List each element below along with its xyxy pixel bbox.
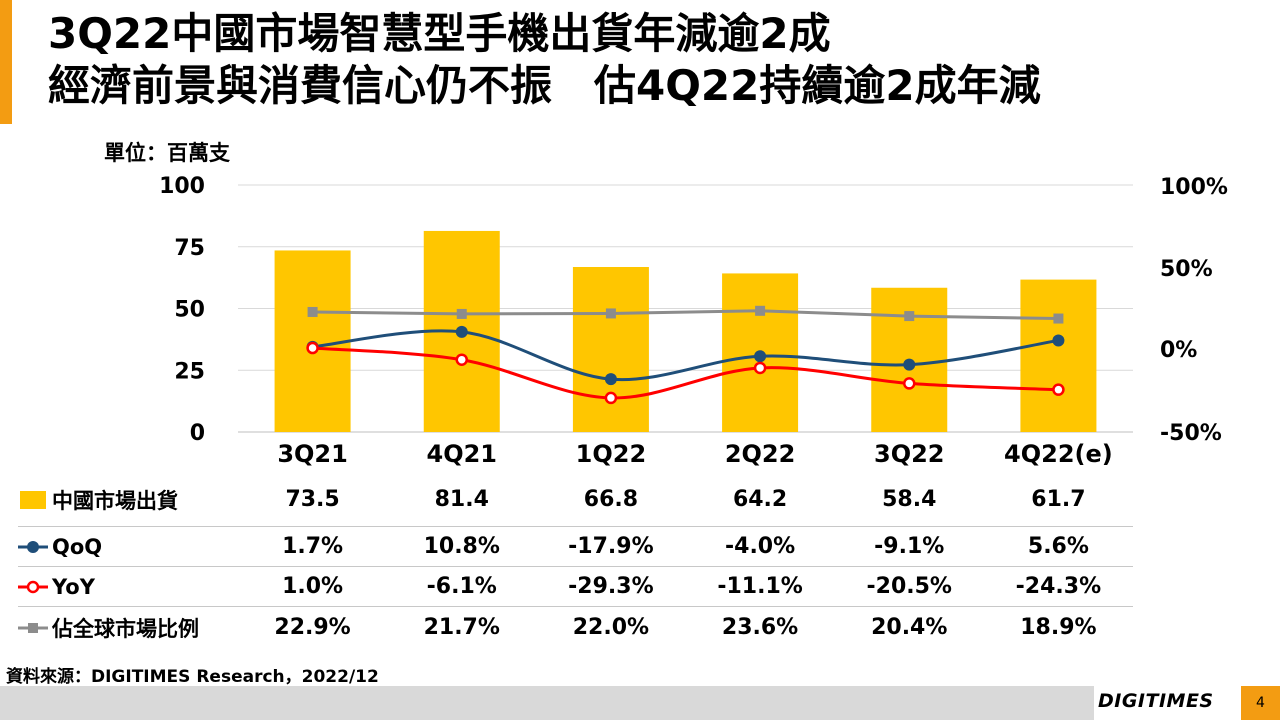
- page-number: 4: [1241, 686, 1280, 720]
- share-marker: [605, 308, 616, 319]
- qoq-marker: [604, 373, 617, 386]
- legend-qoq: QoQ: [18, 527, 102, 567]
- qoq-marker: [455, 325, 468, 338]
- table-cell-bar: 73.5: [285, 487, 340, 512]
- y-left-tick-label: 25: [174, 359, 205, 384]
- yoy-marker: [455, 353, 468, 366]
- share-marker: [1053, 313, 1064, 324]
- share-marker: [904, 311, 915, 322]
- table-cell-bar: 64.2: [732, 487, 788, 512]
- bar: [572, 267, 649, 432]
- qoq-marker: [903, 358, 916, 371]
- share-legend-icon: [18, 623, 48, 633]
- table-cell-yoy: -24.3%: [1015, 574, 1102, 599]
- table-cell-bar: 61.7: [1031, 487, 1086, 512]
- yoy-marker: [753, 361, 767, 375]
- table-cell-yoy: -29.3%: [568, 574, 654, 599]
- legend-label: YoY: [52, 575, 95, 599]
- qoq-marker: [1052, 334, 1065, 347]
- table-cell-share: 20.4%: [871, 615, 948, 640]
- table-row-divider: [18, 526, 1133, 527]
- yoy-marker: [306, 341, 319, 355]
- legend-label: 中國市場出貨: [52, 489, 178, 513]
- table-cell-qoq: -9.1%: [874, 534, 945, 559]
- table-cell-share: 18.9%: [1020, 615, 1097, 640]
- table-cell-share: 23.6%: [721, 615, 799, 640]
- table-cell-qoq: -4.0%: [725, 534, 796, 559]
- table-cell-share: 21.7%: [423, 615, 500, 640]
- qoq-marker: [754, 350, 767, 363]
- y-right-tick-label: 100%: [1160, 175, 1228, 200]
- legend-bar: 中國市場出貨: [18, 480, 178, 520]
- table-cell-share: 22.0%: [572, 615, 650, 640]
- legend-label: QoQ: [52, 535, 103, 559]
- table-cell-bar: 58.4: [882, 487, 937, 512]
- x-tick-label: 2Q22: [725, 440, 796, 468]
- x-tick-label: 4Q22(e): [1004, 440, 1113, 468]
- share-marker: [456, 308, 467, 319]
- x-tick-label: 3Q21: [277, 440, 348, 468]
- footer-bar: [0, 686, 1094, 720]
- slide-title: 3Q22中國市場智慧型手機出貨年減逾2成 經濟前景與消費信心仍不振 估4Q22持…: [48, 8, 1041, 112]
- table-cell-qoq: 10.8%: [423, 534, 500, 559]
- yoy-line: [312, 346, 1059, 400]
- title-line-2: 經濟前景與消費信心仍不振 估4Q22持續逾2成年減: [48, 61, 1041, 110]
- legend-label: 佔全球市場比例: [52, 617, 199, 641]
- table-cell-bar: 81.4: [434, 487, 489, 512]
- table-cell-yoy: -20.5%: [866, 574, 952, 599]
- legend-yoy: YoY: [18, 567, 95, 607]
- table-cell-yoy: -6.1%: [426, 574, 497, 599]
- title-line-1: 3Q22中國市場智慧型手機出貨年減逾2成: [48, 9, 831, 58]
- share-line: [312, 309, 1059, 321]
- qoq-line: [312, 329, 1059, 382]
- x-tick-label: 4Q21: [427, 440, 498, 468]
- x-tick-label: 3Q22: [874, 440, 945, 468]
- y-left-tick-label: 50: [174, 298, 205, 323]
- table-cell-bar: 66.8: [583, 487, 639, 512]
- combo-chart: 100 75 50 25 0 100% 50% 0% -50% 3Q21 4Q21 1Q22 2Q22 3…: [159, 174, 1228, 468]
- bar: [1020, 279, 1097, 432]
- yoy-marker: [1052, 383, 1065, 396]
- bar-legend-icon: [20, 491, 46, 509]
- y-right-tick-label: 0%: [1160, 338, 1197, 363]
- yoy-legend-icon: [18, 580, 48, 594]
- table-cell-qoq: 5.6%: [1027, 534, 1089, 559]
- unit-label: 單位：百萬支: [104, 141, 230, 165]
- legend-share: 佔全球市場比例: [18, 608, 199, 648]
- table-cell-yoy: -11.1%: [717, 574, 803, 599]
- y-right-tick-label: 50%: [1160, 257, 1213, 282]
- share-marker: [755, 305, 766, 316]
- y-left-tick-label: 75: [174, 236, 205, 261]
- y-right-tick-label: -50%: [1160, 421, 1222, 446]
- accent-bar: [0, 0, 12, 124]
- table-cell-share: 22.9%: [274, 615, 351, 640]
- qoq-legend-icon: [18, 541, 48, 553]
- y-left-tick-label: 100: [159, 174, 205, 199]
- table-cell-yoy: 1.0%: [282, 574, 344, 599]
- table-cell-qoq: -17.9%: [568, 534, 654, 559]
- table-cell-qoq: 1.7%: [282, 534, 344, 559]
- yoy-marker: [604, 391, 618, 405]
- source-note: 資料來源：DIGITIMES Research，2022/12: [6, 667, 379, 687]
- share-marker: [307, 306, 318, 317]
- table-row-divider: [18, 566, 1133, 567]
- brand-logo: DIGITIMES: [1098, 690, 1214, 712]
- table-row-divider: [18, 606, 1133, 607]
- x-tick-label: 1Q22: [576, 440, 647, 468]
- yoy-marker: [903, 377, 916, 390]
- y-left-tick-label: 0: [190, 421, 205, 446]
